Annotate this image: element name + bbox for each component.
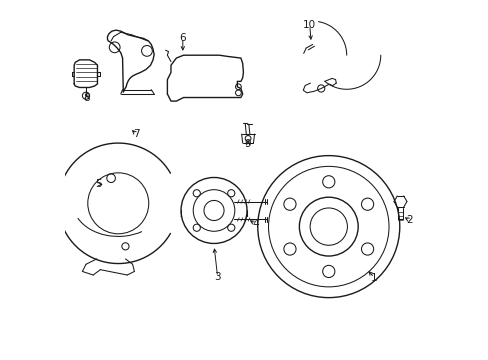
Text: 8: 8 xyxy=(83,93,90,103)
Polygon shape xyxy=(74,60,97,87)
Text: 10: 10 xyxy=(303,20,316,30)
Circle shape xyxy=(257,156,399,298)
Text: 5: 5 xyxy=(95,179,102,189)
Text: 9: 9 xyxy=(244,139,251,149)
Text: 6: 6 xyxy=(179,33,186,43)
Text: 4: 4 xyxy=(251,219,258,229)
Text: 3: 3 xyxy=(214,272,221,282)
Text: 1: 1 xyxy=(370,273,377,283)
Circle shape xyxy=(88,173,148,234)
Text: 7: 7 xyxy=(133,129,139,139)
Polygon shape xyxy=(167,55,243,101)
Circle shape xyxy=(299,197,357,256)
Text: 2: 2 xyxy=(406,215,412,225)
Circle shape xyxy=(181,177,246,243)
